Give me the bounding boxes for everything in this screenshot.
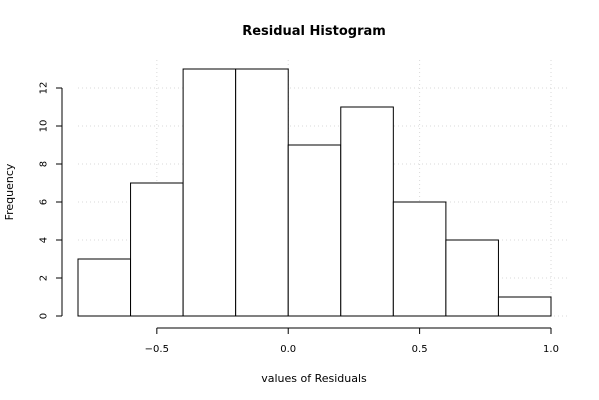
x-tick-label-1: 0.0 bbox=[280, 344, 296, 355]
y-tick-label-6: 12 bbox=[39, 82, 50, 95]
x-tick-label-2: 0.5 bbox=[412, 344, 428, 355]
y-tick-label-0: 0 bbox=[39, 313, 50, 319]
histogram-bar-2 bbox=[182, 68, 237, 317]
histogram-bar-1 bbox=[130, 182, 184, 317]
y-axis-label: Frequency bbox=[3, 163, 16, 220]
x-tick-label-0: −0.5 bbox=[145, 344, 169, 355]
histogram-bar-4 bbox=[287, 144, 342, 317]
chart-title: Residual Histogram bbox=[242, 24, 386, 39]
y-tick-label-2: 4 bbox=[39, 237, 50, 243]
bars bbox=[77, 68, 552, 317]
histogram-bar-7 bbox=[445, 239, 499, 317]
histogram-bar-3 bbox=[235, 68, 289, 317]
histogram-bar-8 bbox=[497, 296, 552, 317]
histogram-bar-6 bbox=[392, 201, 447, 317]
x-axis-label: values of Residuals bbox=[261, 372, 367, 385]
y-tick-label-5: 10 bbox=[39, 120, 50, 133]
y-tick-label-3: 6 bbox=[39, 199, 50, 205]
y-tick-label-4: 8 bbox=[39, 161, 50, 167]
histogram-bar-5 bbox=[340, 106, 394, 317]
x-tick-label-3: 1.0 bbox=[543, 344, 559, 355]
histogram-bar-0 bbox=[77, 258, 132, 317]
x-axis: −0.5 0.0 0.5 1.0 bbox=[145, 327, 559, 355]
y-axis: 0 2 4 6 8 10 12 bbox=[39, 82, 63, 319]
y-tick-label-1: 2 bbox=[39, 275, 50, 281]
